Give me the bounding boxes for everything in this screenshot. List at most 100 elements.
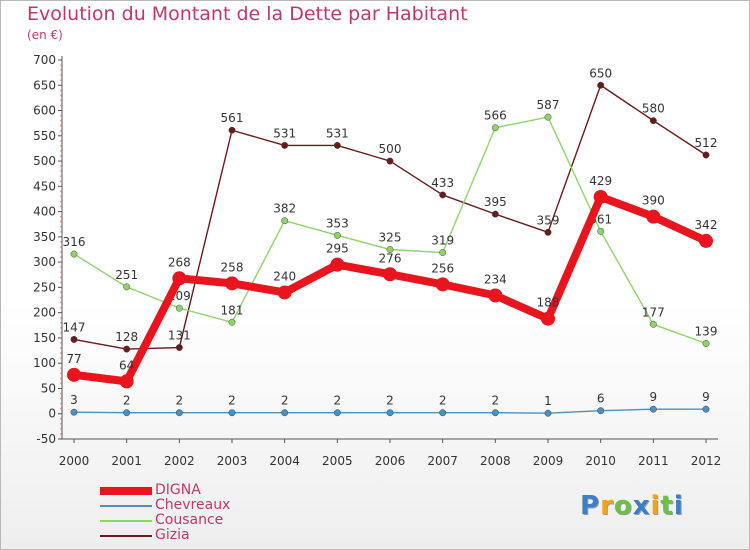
data-point — [699, 233, 713, 248]
data-point — [491, 409, 499, 417]
x-tick-label: 2012 — [691, 454, 722, 468]
data-label: 382 — [273, 202, 296, 216]
data-point — [123, 345, 131, 353]
y-tick-label: 450 — [33, 179, 56, 193]
y-tick-label: 550 — [33, 129, 56, 143]
y-minor-tick — [60, 170, 62, 173]
data-point — [593, 189, 608, 204]
legend-swatch — [100, 520, 152, 522]
data-point — [383, 267, 397, 282]
logo-letter: x — [632, 491, 651, 521]
data-label: 390 — [642, 194, 665, 208]
data-point — [70, 335, 78, 343]
y-minor-tick — [60, 139, 62, 142]
data-label: 64 — [119, 358, 134, 372]
data-label: 276 — [379, 251, 402, 265]
data-point — [281, 141, 289, 149]
y-minor-tick — [60, 266, 62, 269]
y-minor-tick — [60, 397, 62, 400]
y-minor-tick — [60, 79, 62, 82]
data-label: 256 — [431, 261, 454, 275]
legend-label: Chevreaux — [155, 497, 231, 513]
data-label: 395 — [484, 195, 507, 209]
data-label: 650 — [589, 66, 612, 80]
data-label: 316 — [63, 235, 86, 249]
x-tick-label: 2001 — [111, 454, 142, 468]
data-label: 3 — [70, 393, 78, 407]
data-label: 566 — [484, 109, 507, 123]
data-point — [435, 277, 450, 292]
data-label: 429 — [589, 174, 612, 188]
data-label: 251 — [115, 268, 138, 282]
x-tick-label: 2000 — [59, 454, 90, 468]
data-point — [386, 409, 394, 417]
y-minor-tick — [60, 281, 62, 284]
y-minor-tick — [60, 417, 62, 420]
y-minor-tick — [60, 256, 62, 258]
data-point — [70, 250, 78, 258]
y-tick-label: 0 — [48, 407, 56, 421]
data-label: 6 — [597, 392, 605, 406]
legend-swatch — [100, 535, 152, 537]
y-minor-tick — [60, 129, 62, 132]
data-point — [702, 340, 710, 347]
y-minor-tick — [60, 190, 62, 193]
data-point — [123, 409, 131, 417]
x-tick-label: 2003 — [217, 454, 248, 468]
y-minor-tick — [60, 316, 62, 319]
y-minor-tick — [60, 241, 62, 243]
data-label: 77 — [66, 352, 81, 366]
logo-letter: i — [650, 491, 661, 521]
data-label: 9 — [702, 390, 710, 404]
data-point — [175, 409, 183, 417]
y-minor-tick — [60, 433, 62, 435]
y-tick-label: 150 — [33, 331, 56, 345]
legend-swatch — [100, 487, 152, 495]
y-minor-tick — [60, 342, 62, 344]
data-point — [333, 141, 341, 149]
data-point — [228, 409, 236, 417]
data-label: 181 — [221, 303, 244, 317]
legend-label: Gizia — [155, 527, 190, 543]
data-label: 258 — [221, 260, 244, 274]
legend-label: Cousance — [155, 512, 224, 528]
data-label: 512 — [695, 136, 718, 150]
data-label: 177 — [642, 305, 665, 319]
x-tick-label: 2007 — [427, 454, 458, 468]
data-label: 188 — [537, 296, 560, 310]
data-label: 1 — [544, 394, 552, 408]
data-point — [119, 374, 134, 389]
data-label: 2 — [228, 394, 236, 408]
y-tick-label: 300 — [33, 255, 56, 269]
logo-letter: i — [673, 491, 684, 521]
y-minor-tick — [60, 94, 62, 97]
data-label: 2 — [439, 394, 447, 408]
x-tick-label: 2010 — [585, 454, 616, 468]
y-tick-label: 200 — [33, 306, 56, 320]
y-minor-tick — [60, 276, 62, 279]
y-tick-label: 350 — [33, 230, 56, 244]
y-minor-tick — [60, 372, 62, 375]
logo-letter: P — [580, 491, 601, 521]
data-point — [228, 126, 236, 134]
y-minor-tick — [60, 99, 62, 102]
y-tick-label: 700 — [33, 53, 56, 67]
data-point — [281, 217, 289, 225]
data-point — [277, 285, 292, 300]
legend-label: DIGNA — [155, 482, 201, 498]
data-point — [281, 409, 289, 417]
data-label: 580 — [642, 102, 665, 116]
y-minor-tick — [60, 352, 62, 354]
data-label: 131 — [168, 329, 191, 343]
data-point — [541, 311, 555, 326]
y-minor-tick — [60, 306, 62, 309]
data-label: 295 — [326, 242, 349, 256]
data-point — [175, 304, 183, 312]
data-point — [225, 276, 239, 291]
proxiti-logo: Proxiti — [580, 491, 684, 521]
y-tick-label: 600 — [33, 104, 56, 118]
data-point — [702, 405, 710, 413]
data-label: 342 — [695, 218, 718, 232]
data-point — [649, 320, 657, 328]
